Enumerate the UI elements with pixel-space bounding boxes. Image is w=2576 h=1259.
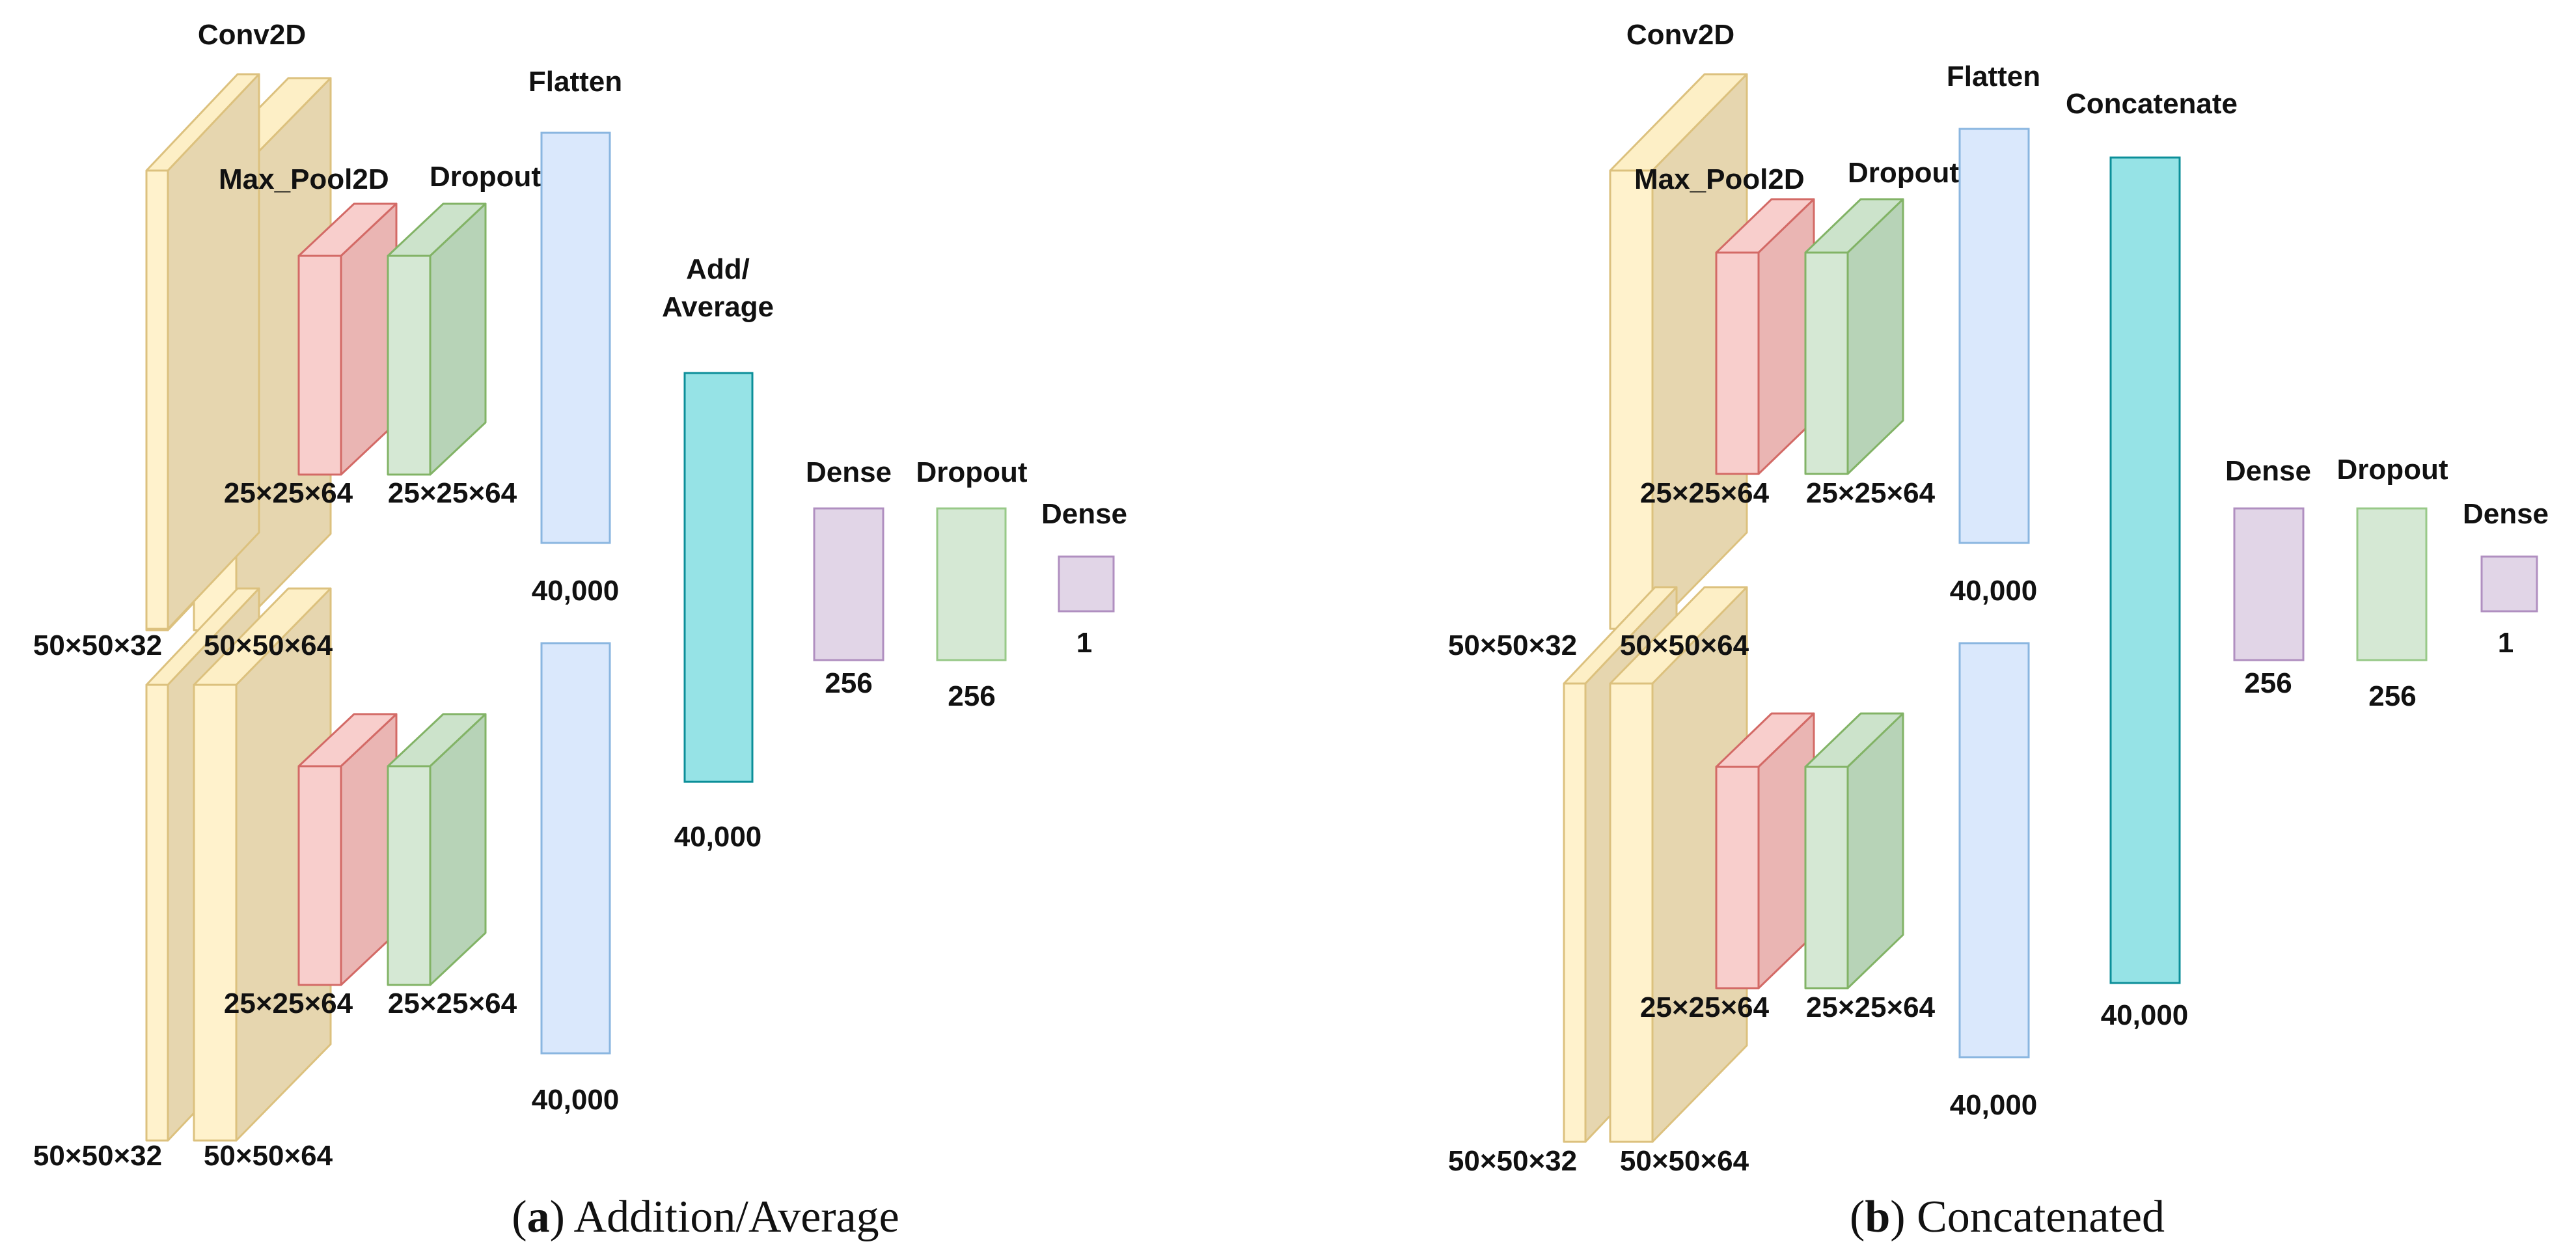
panel-b-dropout-label: Dropout xyxy=(1848,157,1959,189)
panel-a-dense2-label: Dense xyxy=(1041,498,1127,530)
panel-b-bot-flatten xyxy=(1958,642,2030,1058)
panel-b-top-pool-dim: 25×25×64 xyxy=(1640,477,1770,509)
panel-a-bot-dropout-front xyxy=(387,765,432,986)
panel-b-bot-drop-dim: 25×25×64 xyxy=(1806,991,1936,1023)
panel-b-merge-dim: 40,000 xyxy=(2101,999,2189,1031)
panel-b-bot-pool-dim: 25×25×64 xyxy=(1640,991,1770,1023)
panel-b-maxpool-label: Max_Pool2D xyxy=(1634,163,1805,195)
panel-a-top-conv1-dim: 50×50×32 xyxy=(33,630,162,661)
panel-a-dropout-label: Dropout xyxy=(430,161,541,193)
panel-b-bot-conv2-front xyxy=(1609,682,1654,1143)
panel-b-dense1-dim: 256 xyxy=(2244,667,2292,699)
panel-b-caption-text: Concatenated xyxy=(1906,1192,2165,1242)
panel-a-caption: (a) Addition/Average xyxy=(512,1192,899,1242)
panel-b-top-drop-dim: 25×25×64 xyxy=(1806,477,1936,509)
panel-b-labels: Conv2D Max_Pool2D Dropout Flatten Concat… xyxy=(1448,19,2549,1242)
panel-a-merge-label-line1: Add/ xyxy=(686,253,750,285)
panel-a-top-drop-dim: 25×25×64 xyxy=(388,477,517,509)
panel-a-top-dropout-front xyxy=(387,255,432,476)
panel-b-dense2-dim: 1 xyxy=(2498,627,2514,659)
panel-b-dropout2-dim: 256 xyxy=(2368,680,2416,712)
panel-a-bot-conv1-dim: 50×50×32 xyxy=(33,1140,162,1172)
panel-a-dense1-label: Dense xyxy=(806,456,892,488)
panel-a-bot-conv2-dim: 50×50×64 xyxy=(204,1140,333,1172)
panel-b-top-conv1-front xyxy=(145,169,169,630)
panel-b-top-conv1-side xyxy=(167,73,260,630)
panel-a-dropout2 xyxy=(936,507,1007,661)
panel-b-bot-flatten-dim: 40,000 xyxy=(1950,1089,2038,1121)
panel-a-dense1-dim: 256 xyxy=(825,667,872,699)
panel-b-top-maxpool-front xyxy=(1715,251,1760,475)
panel-a-bot-flatten xyxy=(540,642,611,1055)
diagram-shapes xyxy=(145,73,2538,1143)
panel-a-bot-conv2-front xyxy=(193,684,238,1142)
panel-b-merge-label: Concatenate xyxy=(2066,88,2238,120)
panel-b-caption-letter: b xyxy=(1865,1192,1890,1242)
panel-a-top-pool-dim: 25×25×64 xyxy=(224,477,353,509)
panel-b-top-flatten-dim: 40,000 xyxy=(1950,575,2038,607)
panel-a-labels: Conv2D Max_Pool2D Dropout Flatten Add/ A… xyxy=(33,19,1127,1242)
panel-a-dropout2-label: Dropout xyxy=(916,456,1027,488)
panel-a-conv-label: Conv2D xyxy=(198,19,306,51)
panel-b-flatten-label: Flatten xyxy=(1947,61,2040,92)
panel-b-bot-conv1-dim: 50×50×32 xyxy=(1448,1145,1577,1177)
panel-a-top-flatten-dim: 40,000 xyxy=(532,575,620,607)
panel-b-dense2-label: Dense xyxy=(2463,498,2549,530)
panel-b-dense1 xyxy=(2233,507,2305,661)
panel-b-caption: (b) Concatenated xyxy=(1850,1192,2165,1242)
panel-b-merge xyxy=(2109,156,2181,984)
panel-b-bot-conv1-front xyxy=(1563,682,1587,1143)
panel-a-bot-conv1-front xyxy=(145,684,169,1142)
panel-b-bot-conv2-dim: 50×50×64 xyxy=(1620,1145,1749,1177)
panel-a-dense2 xyxy=(1058,555,1115,613)
panel-b-top-flatten xyxy=(1958,128,2030,544)
panel-a-dense1 xyxy=(813,507,884,661)
panel-b-conv-label: Conv2D xyxy=(1626,19,1734,51)
panel-b-top-conv1-dim: 50×50×32 xyxy=(1448,630,1577,661)
panel-b-dense2 xyxy=(2480,555,2538,613)
panel-b-bot-maxpool-front xyxy=(1715,766,1760,989)
panel-a-dropout2-dim: 256 xyxy=(948,680,995,712)
panel-b-top-conv2-dim: 50×50×64 xyxy=(1620,630,1749,661)
panel-a-top-maxpool-front xyxy=(297,255,342,476)
panel-a-bot-flatten-dim: 40,000 xyxy=(532,1084,620,1116)
panel-a-bot-drop-dim: 25×25×64 xyxy=(388,988,517,1019)
panel-a-merge xyxy=(683,372,754,783)
panel-a-maxpool-label: Max_Pool2D xyxy=(219,163,389,195)
panel-a-bot-pool-dim: 25×25×64 xyxy=(224,988,353,1019)
panel-b-dropout2-label: Dropout xyxy=(2336,454,2448,486)
panel-a-merge-label-line2: Average xyxy=(662,291,774,323)
panel-a-top-flatten xyxy=(540,131,611,544)
panel-a-flatten-label: Flatten xyxy=(528,66,622,98)
panel-b-top-dropout-front xyxy=(1804,251,1849,475)
panel-a-bot-maxpool-front xyxy=(297,765,342,986)
panel-b-bot-dropout-front xyxy=(1804,766,1849,989)
panel-a-merge-dim: 40,000 xyxy=(674,821,762,853)
panel-b-dense1-label: Dense xyxy=(2225,455,2311,487)
panel-a-caption-letter: a xyxy=(527,1192,550,1242)
panel-a-dense2-dim: 1 xyxy=(1076,627,1092,659)
panel-a-caption-text: Addition/Average xyxy=(565,1192,899,1242)
panel-a-top-conv2-dim: 50×50×64 xyxy=(204,630,333,661)
panel-b-top-conv2-front xyxy=(1609,169,1654,630)
panel-b-dropout2 xyxy=(2356,507,2428,661)
